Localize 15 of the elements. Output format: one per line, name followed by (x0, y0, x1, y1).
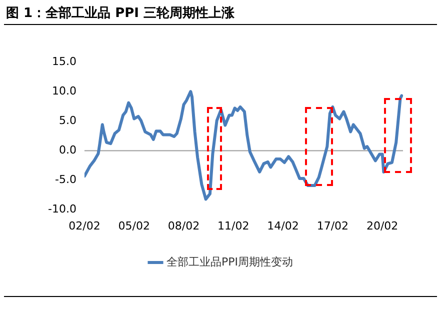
x-tick-label: 11/02 (218, 219, 250, 232)
y-tick-label: 10.0 (52, 84, 76, 98)
legend-label: 全部工业品PPI周期性变动 (166, 255, 294, 268)
chart-title: 图 1：全部工业品 PPI 三轮周期性上涨 (6, 4, 235, 22)
x-tick-label: 05/02 (118, 219, 150, 232)
x-tick-label: 17/02 (316, 219, 349, 232)
y-tick-label: 0.0 (58, 144, 76, 157)
y-tick-label: 15.0 (52, 54, 76, 68)
x-tick-label: 08/02 (168, 219, 200, 232)
x-tick-label: 14/02 (267, 219, 299, 232)
y-tick-label: 5.0 (58, 114, 76, 127)
x-tick-label: 20/02 (366, 219, 398, 232)
y-tick-label: -10.0 (48, 202, 76, 216)
y-tick-label: -5.0 (54, 173, 76, 186)
x-tick-label: 02/02 (68, 219, 100, 232)
